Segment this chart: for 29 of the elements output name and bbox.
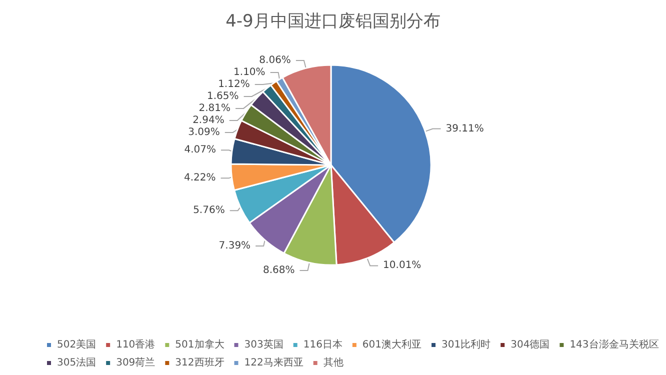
legend-label: 122马来西亚: [244, 356, 304, 368]
legend-label: 312西班牙: [175, 356, 224, 368]
legend-label: 309荷兰: [116, 356, 156, 368]
chart-title: 4-9月中国进口废铝国别分布: [226, 12, 440, 32]
legend-label: 301比利时: [442, 338, 491, 350]
legend-label: 502美国: [57, 338, 96, 350]
data-label: 4.07%: [184, 144, 216, 156]
data-label: 10.01%: [383, 260, 422, 272]
data-label: 2.94%: [192, 114, 224, 126]
data-label: 5.76%: [193, 205, 225, 216]
data-label: 2.81%: [198, 102, 231, 114]
data-label: 1.10%: [234, 66, 266, 78]
legend-label: 601澳大利亚: [362, 338, 422, 350]
data-label: 3.09%: [188, 126, 220, 138]
data-label: 1.65%: [207, 90, 239, 102]
data-label: 4.22%: [184, 172, 216, 184]
legend-label: 304德国: [510, 340, 550, 350]
data-label: 7.39%: [218, 240, 251, 252]
data-label: 39.11%: [446, 123, 484, 134]
legend-label: 303英国: [244, 338, 284, 350]
legend-label: 143台澎金马关税区: [570, 338, 659, 350]
legend-label: 501加拿大: [175, 338, 224, 350]
legend-label: 110香港: [116, 338, 156, 350]
legend-label: 116日本: [303, 338, 342, 350]
data-label: 8.68%: [262, 264, 295, 276]
legend-label: 305法国: [57, 356, 96, 368]
data-label: 1.12%: [218, 78, 250, 90]
data-label: 8.06%: [259, 54, 291, 66]
legend-label: 其他: [323, 356, 344, 368]
